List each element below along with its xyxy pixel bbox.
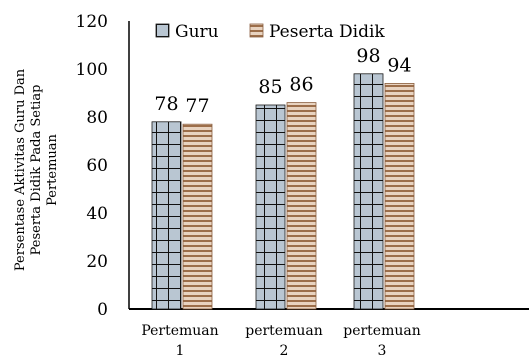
data-label: 86 — [289, 74, 313, 96]
legend-label: Peserta Didik — [269, 22, 385, 42]
bar-guru — [255, 104, 286, 310]
bar-guru — [353, 73, 384, 310]
y-tick-label: 80 — [86, 108, 108, 128]
data-label: 78 — [154, 93, 178, 115]
bar-peserta-didik — [182, 123, 213, 310]
data-label: 85 — [258, 76, 282, 98]
y-axis-title-line: Peserta Didik Pada Setiap — [29, 85, 44, 256]
x-tick-label: 2 — [280, 343, 289, 359]
y-tick-label: 20 — [86, 252, 108, 272]
x-tick-label: pertemuan — [343, 323, 421, 339]
y-tick-label: 60 — [86, 156, 108, 176]
y-tick-label: 120 — [76, 12, 108, 32]
bar-peserta-didik — [286, 102, 317, 310]
data-label: 77 — [185, 95, 209, 117]
data-label: 94 — [387, 54, 411, 76]
data-label: 98 — [356, 45, 380, 67]
y-tick-label: 40 — [86, 204, 108, 224]
bar-peserta-didik — [384, 83, 415, 310]
x-tick-label: 1 — [176, 343, 185, 359]
legend-swatch — [249, 23, 264, 38]
plot-area: 0 20 40 60 80 100 120 78 77 Pertemuan 1 85 86 pertemu… — [13, 12, 529, 359]
y-axis-title-line: Pertemuan — [45, 133, 60, 205]
x-tick-label: 3 — [378, 343, 387, 359]
legend-label: Guru — [175, 22, 219, 42]
x-tick-label: Pertemuan — [141, 323, 218, 339]
bar-guru — [151, 121, 182, 310]
y-axis-title-line: Persentase Aktivitas Guru Dan — [13, 68, 28, 271]
legend-swatch — [155, 23, 170, 38]
y-tick-label: 0 — [97, 300, 108, 320]
y-axis-title: Persentase Aktivitas Guru DanPeserta Did… — [13, 68, 60, 271]
y-tick-label: 100 — [76, 60, 108, 80]
x-tick-label: pertemuan — [245, 323, 323, 339]
